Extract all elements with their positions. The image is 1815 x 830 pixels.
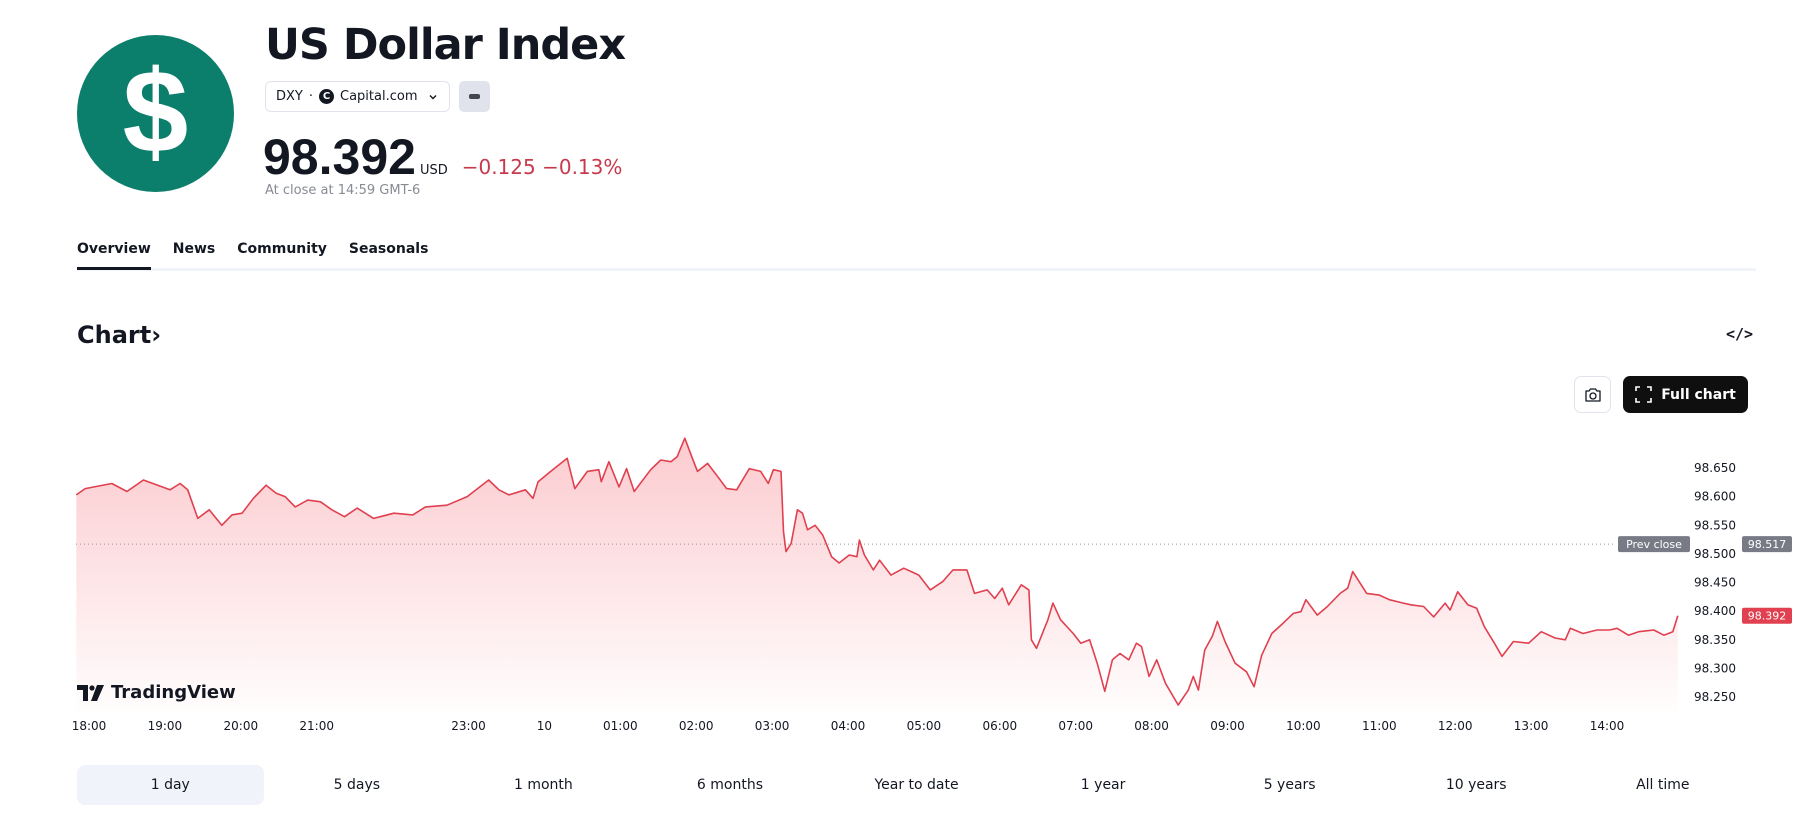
x-tick-label: 03:00 (755, 719, 790, 733)
x-tick-label: 08:00 (1134, 719, 1169, 733)
x-tick-label: 13:00 (1514, 719, 1549, 733)
tab-community[interactable]: Community (237, 241, 327, 257)
currency-label: USD (419, 163, 448, 178)
range-all-time[interactable]: All time (1636, 777, 1690, 793)
range-10-years[interactable]: 10 years (1445, 777, 1507, 793)
y-tick-label: 98.650 (1694, 461, 1736, 475)
area-fill (76, 438, 1678, 712)
chart-section-link[interactable]: Chart› (77, 321, 161, 349)
y-tick-label: 98.300 (1694, 661, 1736, 675)
y-tick-label: 98.550 (1694, 518, 1736, 532)
x-tick-label: 07:00 (1058, 719, 1093, 733)
camera-icon (1584, 387, 1601, 402)
embed-code-icon[interactable]: </> (1726, 325, 1754, 343)
symbol-exchange-dropdown[interactable]: DXY · C Capital.com (265, 81, 451, 112)
x-tick-label: 23:00 (451, 719, 486, 733)
y-tick-label: 98.400 (1694, 604, 1736, 618)
x-tick-label: 11:00 (1362, 719, 1397, 733)
prev-close-label: Prev close (1626, 538, 1682, 551)
dollar-logo: $ (77, 35, 234, 192)
change-value: −0.125 (461, 155, 536, 179)
y-tick-label: 98.250 (1694, 690, 1736, 704)
x-tick-label: 04:00 (831, 719, 866, 733)
close-note: At close at 14:59 GMT-6 (265, 183, 421, 198)
price-row: 98.392 USD −0.125 −0.13% (263, 128, 622, 186)
last-price-value: 98.392 (1748, 610, 1787, 623)
chart-title: Chart (77, 321, 152, 349)
y-tick-label: 98.350 (1694, 633, 1736, 647)
chevron-down-icon (429, 94, 437, 99)
x-tick-label: 12:00 (1438, 719, 1473, 733)
price-change: −0.125 −0.13% (462, 155, 623, 179)
x-tick-label: 21:00 (299, 719, 334, 733)
x-tick-label: 09:00 (1210, 719, 1245, 733)
fullscreen-icon (1635, 386, 1652, 403)
x-tick-label: 01:00 (603, 719, 638, 733)
change-percent: −0.13% (542, 155, 623, 179)
dollar-sign-icon: $ (122, 45, 189, 178)
snapshot-button[interactable] (1574, 376, 1611, 413)
tradingview-logo-icon (77, 684, 104, 701)
full-chart-button[interactable]: Full chart (1623, 376, 1748, 413)
x-tick-label: 20:00 (224, 719, 259, 733)
prev-close-tag (1618, 536, 1690, 553)
page-title: US Dollar Index (265, 20, 626, 70)
x-tick-label: 19:00 (148, 719, 183, 733)
range-year-to-date[interactable]: Year to date (874, 777, 959, 793)
capital-com-icon: C (319, 89, 334, 104)
market-status-button[interactable] (459, 81, 491, 112)
minus-icon (469, 94, 481, 99)
prev-close-value: 98.517 (1748, 538, 1787, 551)
range-1-year[interactable]: 1 year (1080, 777, 1126, 793)
chevron-right-icon: › (151, 321, 162, 349)
x-tick-label: 06:00 (983, 719, 1018, 733)
last-price: 98.392 (263, 129, 416, 185)
prev-close-value-tag (1742, 536, 1792, 553)
exchange-label: Capital.com (340, 89, 418, 104)
tab-seasonals[interactable]: Seasonals (348, 241, 429, 257)
x-tick-label: 18:00 (72, 719, 107, 733)
y-tick-label: 98.600 (1694, 490, 1736, 504)
symbol-row: DXY · C Capital.com (265, 81, 491, 112)
x-tick-label: 02:00 (679, 719, 714, 733)
last-price-tag (1742, 607, 1792, 624)
x-tick-label: 10 (537, 719, 552, 733)
tab-overview[interactable]: Overview (77, 241, 151, 270)
tradingview-wordmark: TradingView (111, 682, 236, 703)
symbol-label: DXY (276, 89, 303, 104)
range-6-months[interactable]: 6 months (696, 777, 764, 793)
range-1-month[interactable]: 1 month (514, 777, 573, 793)
tradingview-watermark[interactable]: TradingView (77, 682, 236, 703)
range-selector: 1 day 5 days 1 month 6 months Year to date 1 … (77, 765, 1756, 805)
y-tick-label: 98.500 (1694, 547, 1736, 561)
y-tick-label: 98.450 (1694, 576, 1736, 590)
tab-news[interactable]: News (172, 241, 216, 257)
price-line (75, 437, 1679, 706)
x-tick-label: 05:00 (907, 719, 942, 733)
tab-bar: Overview News Community Seasonals (77, 241, 428, 270)
tabs-divider (77, 268, 1756, 271)
full-chart-label: Full chart (1661, 386, 1736, 403)
x-tick-label: 14:00 (1590, 719, 1625, 733)
range-5-years[interactable]: 5 years (1263, 777, 1316, 793)
x-tick-label: 10:00 (1286, 719, 1321, 733)
range-1-day[interactable]: 1 day (77, 765, 264, 805)
range-5-days[interactable]: 5 days (333, 777, 381, 793)
separator: · (308, 89, 313, 104)
